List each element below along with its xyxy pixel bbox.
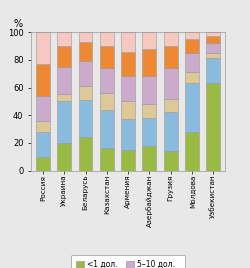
Bar [121, 32, 135, 51]
Bar [78, 86, 92, 100]
Bar [206, 36, 220, 43]
Bar [206, 53, 220, 58]
Bar [142, 49, 156, 76]
Bar [36, 157, 50, 170]
Bar [36, 32, 50, 64]
Bar [164, 32, 178, 46]
Bar [100, 93, 114, 110]
Bar [100, 46, 114, 68]
Bar [36, 132, 50, 157]
Bar [142, 32, 156, 49]
Bar [121, 76, 135, 101]
Bar [78, 61, 92, 86]
Bar [206, 32, 220, 36]
Bar [185, 132, 199, 170]
Bar [100, 32, 114, 46]
Bar [36, 64, 50, 96]
Bar [164, 68, 178, 99]
Bar [164, 99, 178, 113]
Bar [36, 121, 50, 132]
Bar [142, 104, 156, 118]
Bar [142, 118, 156, 146]
Bar [121, 101, 135, 119]
Bar [100, 110, 114, 148]
Bar [100, 148, 114, 170]
Bar [121, 119, 135, 150]
Bar [57, 101, 71, 143]
Bar [57, 143, 71, 170]
Bar [206, 83, 220, 170]
Bar [57, 67, 71, 94]
Bar [164, 113, 178, 151]
Bar [36, 96, 50, 121]
Bar [185, 72, 199, 83]
Bar [121, 150, 135, 170]
Bar [142, 76, 156, 104]
Legend: <1 дол., 1–3 дол., 3–5 дол., 5–10 дол., 10–50 дол., >50 дол.: <1 дол., 1–3 дол., 3–5 дол., 5–10 дол., … [71, 255, 185, 268]
Bar [57, 32, 71, 46]
Bar [78, 42, 92, 61]
Bar [100, 68, 114, 93]
Bar [78, 32, 92, 42]
Bar [164, 151, 178, 170]
Bar [164, 46, 178, 68]
Bar [121, 51, 135, 76]
Bar [206, 43, 220, 53]
Bar [185, 83, 199, 132]
Bar [57, 94, 71, 101]
Bar [78, 137, 92, 170]
Y-axis label: %: % [13, 19, 22, 29]
Bar [185, 32, 199, 39]
Bar [78, 100, 92, 137]
Bar [185, 39, 199, 53]
Bar [142, 146, 156, 170]
Bar [185, 53, 199, 72]
Bar [206, 58, 220, 83]
Bar [57, 46, 71, 67]
